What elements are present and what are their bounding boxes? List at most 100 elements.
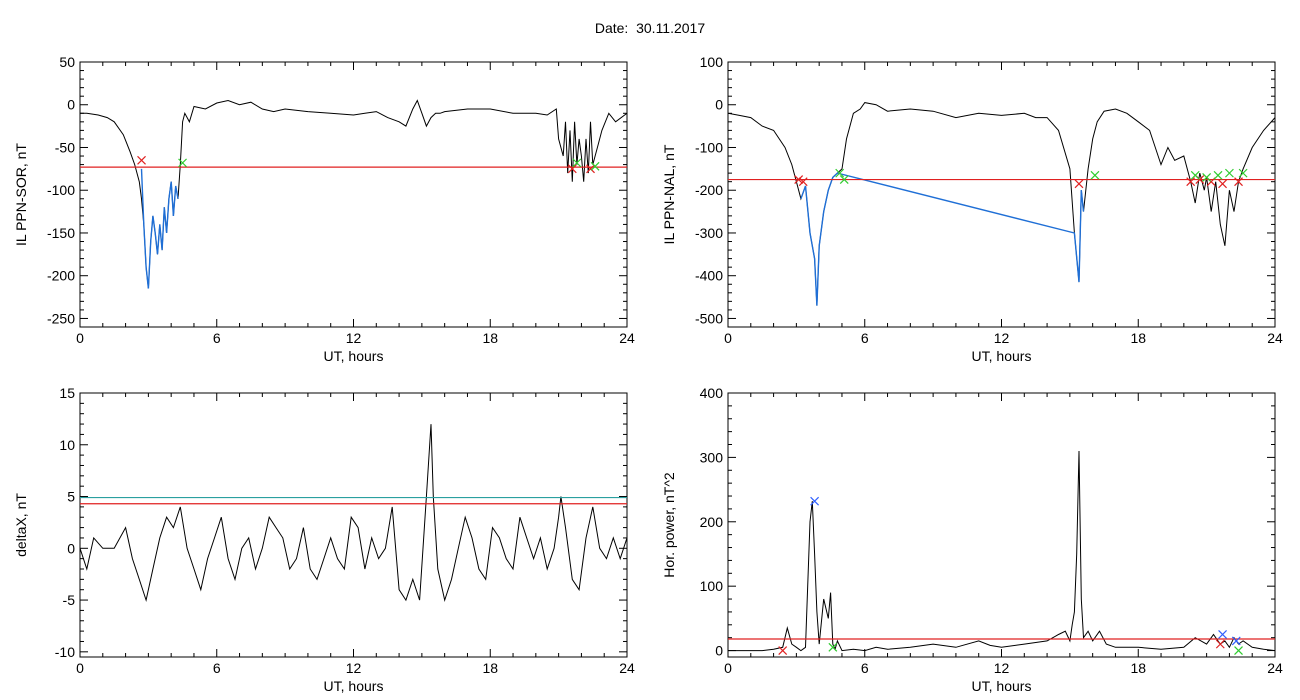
x-tick-label: 0 — [76, 660, 84, 676]
y-tick-label: 100 — [700, 54, 724, 70]
end-marker — [1213, 170, 1223, 180]
y-axis-label: Hor. power, nT^2 — [661, 472, 677, 578]
y-tick-label: 5 — [67, 489, 75, 505]
x-tick-label: 6 — [213, 330, 221, 346]
data-series-line — [80, 99, 627, 289]
end-marker-stroke — [1224, 168, 1234, 178]
end-marker-stroke — [572, 158, 582, 168]
x-tick-label: 6 — [861, 330, 869, 346]
start-marker-stroke — [798, 177, 808, 187]
end-marker — [1224, 168, 1234, 178]
x-tick-label: 6 — [213, 660, 221, 676]
start-marker-stroke — [137, 155, 146, 165]
plot-area — [728, 450, 1275, 655]
end-marker-stroke — [1090, 170, 1100, 180]
end-marker-stroke — [178, 158, 187, 168]
plot-area — [80, 99, 627, 289]
start-marker — [778, 646, 788, 655]
y-tick-label: 100 — [700, 578, 724, 594]
y-tick-label: -200 — [695, 182, 723, 198]
x-tick-label: 12 — [994, 660, 1010, 676]
start-marker — [1218, 179, 1228, 189]
start-marker — [1215, 639, 1225, 649]
end-marker — [828, 642, 838, 652]
end-marker-stroke — [1190, 170, 1200, 180]
start-marker-stroke — [778, 646, 788, 655]
y-tick-label: 300 — [700, 449, 724, 465]
peak-marker-stroke — [810, 496, 820, 506]
y-tick-label: -400 — [695, 268, 723, 284]
data-series-line — [728, 450, 1275, 652]
start-marker — [137, 155, 146, 165]
y-tick-label: 10 — [59, 437, 75, 453]
y-tick-label: -150 — [47, 225, 75, 241]
y-tick-label: 15 — [59, 385, 75, 401]
x-axis-label: UT, hours — [972, 678, 1032, 694]
start-marker — [586, 164, 595, 174]
x-tick-label: 24 — [619, 660, 635, 676]
x-tick-label: 18 — [1130, 330, 1146, 346]
peak-marker — [1231, 636, 1241, 646]
start-marker-stroke — [1195, 175, 1205, 184]
y-tick-label: -250 — [47, 310, 75, 326]
data-series-line — [80, 424, 627, 602]
x-tick-label: 12 — [346, 330, 362, 346]
x-tick-label: 18 — [1130, 660, 1146, 676]
plot-area — [728, 102, 1275, 306]
x-tick-label: 24 — [1267, 330, 1283, 346]
x-tick-label: 24 — [1267, 660, 1283, 676]
y-tick-label: 0 — [715, 643, 723, 659]
end-marker-stroke — [828, 642, 838, 652]
start-marker-stroke — [567, 164, 577, 174]
x-tick-label: 18 — [482, 330, 498, 346]
peak-marker — [1218, 630, 1228, 639]
y-tick-label: 0 — [67, 540, 75, 556]
peak-marker-stroke — [1218, 630, 1228, 639]
y-axis-label: deltaX, nT — [13, 493, 29, 557]
y-tick-label: -5 — [63, 592, 76, 608]
end-marker — [1234, 646, 1243, 655]
x-tick-label: 12 — [346, 660, 362, 676]
y-tick-label: -50 — [55, 139, 75, 155]
start-marker-stroke — [1074, 179, 1084, 189]
end-marker — [1202, 172, 1212, 182]
end-marker-stroke — [1234, 646, 1243, 655]
end-marker-stroke — [590, 161, 600, 171]
end-marker — [835, 168, 845, 178]
start-marker — [1186, 177, 1196, 187]
start-marker-stroke — [1234, 177, 1243, 187]
end-marker — [178, 158, 187, 168]
x-tick-label: 0 — [76, 330, 84, 346]
activity-series-line — [140, 168, 179, 289]
start-marker-stroke — [1186, 177, 1196, 187]
end-marker — [572, 158, 582, 168]
plot-frame — [79, 392, 628, 658]
start-marker — [567, 164, 577, 174]
start-marker — [794, 175, 804, 184]
end-marker-stroke — [1213, 170, 1223, 180]
panel-2: 0 6 12 18 24 100 0 -100 -200 -300 -400 -500 UT, hour… — [661, 54, 1283, 364]
x-tick-label: 18 — [482, 660, 498, 676]
start-marker-stroke — [794, 175, 804, 184]
y-axis-label: IL PPN-SOR, nT — [13, 143, 29, 246]
end-marker-stroke — [1238, 168, 1248, 178]
x-axis-label: UT, hours — [324, 348, 384, 364]
x-tick-label: 6 — [861, 660, 869, 676]
end-marker — [1238, 168, 1248, 178]
end-marker-stroke — [839, 175, 849, 184]
panel-3: 0 6 12 18 24 15 10 5 0 -5 -10 UT, hours deltaX, nT — [13, 385, 635, 694]
y-tick-label: -300 — [695, 225, 723, 241]
x-tick-label: 12 — [994, 330, 1010, 346]
x-tick-label: 24 — [619, 330, 635, 346]
panel-4: 0 6 12 18 24 400 300 200 100 0 UT, hours Hor. power… — [661, 385, 1283, 694]
y-tick-label: -200 — [47, 268, 75, 284]
y-tick-label: 50 — [59, 54, 75, 70]
end-marker — [590, 161, 600, 171]
data-series-line — [728, 102, 1275, 306]
x-tick-label: 0 — [724, 330, 732, 346]
start-marker-stroke — [1218, 179, 1228, 189]
y-tick-label: -100 — [695, 139, 723, 155]
y-tick-label: -500 — [695, 310, 723, 326]
y-axis-label: IL PPN-NAL, nT — [661, 144, 677, 244]
